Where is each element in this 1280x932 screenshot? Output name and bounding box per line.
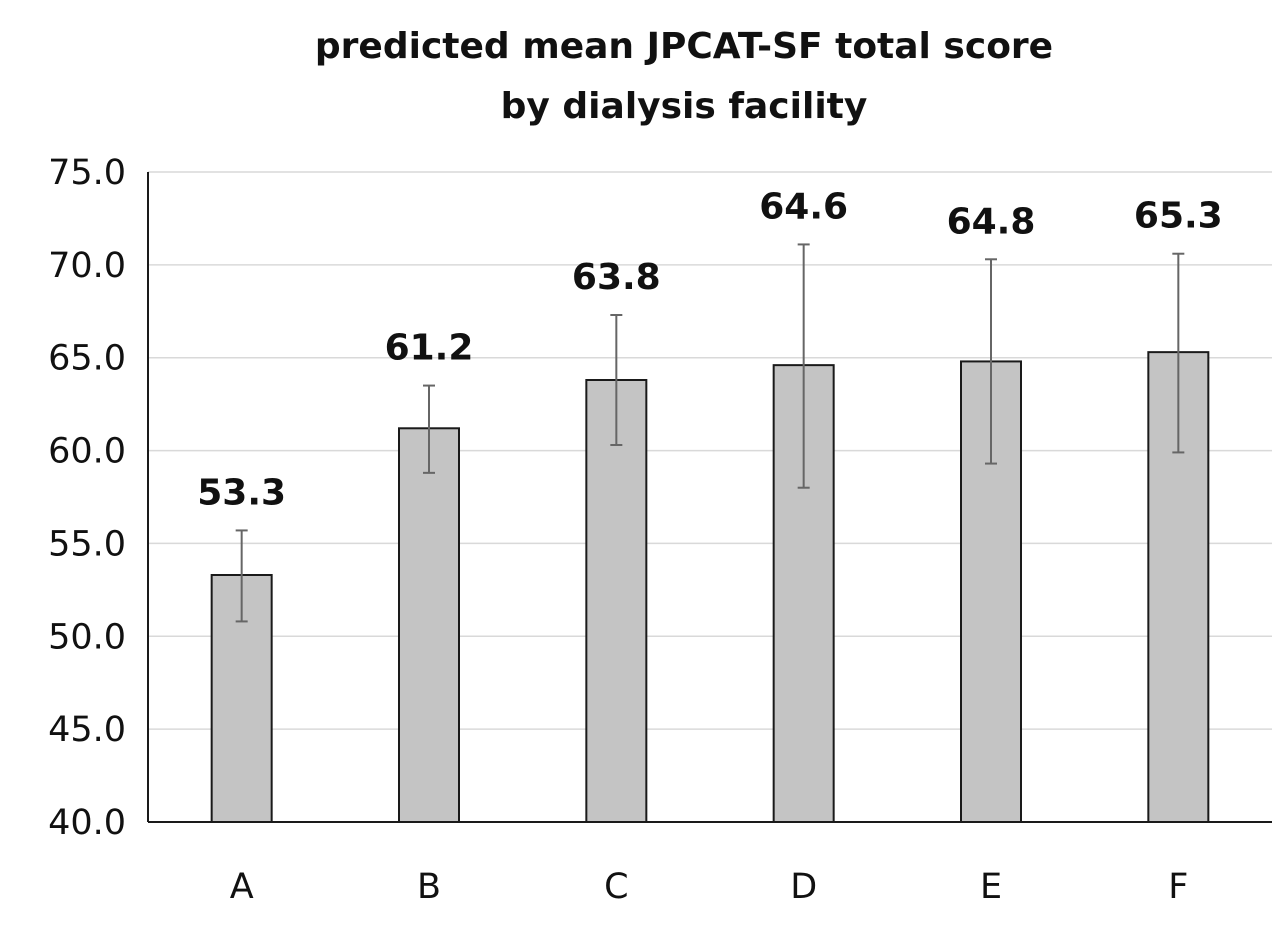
error-bar-D xyxy=(797,243,810,489)
error-bar-A xyxy=(235,529,248,623)
x-tick-label: F xyxy=(1168,867,1188,907)
y-tick-label: 40.0 xyxy=(48,803,126,843)
chart-title: predicted mean JPCAT-SF total score by d… xyxy=(315,26,1053,127)
bar-B xyxy=(398,427,460,823)
x-tick-label: D xyxy=(790,867,817,907)
data-label: 64.6 xyxy=(759,186,848,227)
chart-title-line-2: by dialysis facility xyxy=(501,86,868,127)
y-tick-label: 45.0 xyxy=(48,710,126,750)
x-tick-label: C xyxy=(604,867,628,907)
data-label: 64.8 xyxy=(947,201,1036,242)
error-bar-C xyxy=(610,314,623,446)
y-tick-label: 55.0 xyxy=(48,524,126,564)
x-tick-label: A xyxy=(230,867,254,907)
y-tick-label: 70.0 xyxy=(48,246,126,286)
error-bars xyxy=(235,243,1185,623)
gridlines xyxy=(148,171,1272,730)
y-tick-label: 75.0 xyxy=(48,153,126,193)
bar-C xyxy=(585,379,648,823)
y-tick-labels: 40.0 45.0 50.0 55.0 60.0 65.0 70.0 75.0 xyxy=(48,153,126,843)
error-bar-E xyxy=(985,258,997,465)
y-tick-label: 60.0 xyxy=(48,432,126,472)
y-tick-label: 50.0 xyxy=(48,617,126,657)
axes xyxy=(147,172,1272,823)
data-label: 63.8 xyxy=(572,257,661,298)
x-tick-labels: A B C D E F xyxy=(230,867,1189,907)
y-tick-label: 65.0 xyxy=(48,339,126,379)
chart-title-line-1: predicted mean JPCAT-SF total score xyxy=(315,26,1053,67)
x-tick-label: E xyxy=(980,867,1002,907)
data-label: 53.3 xyxy=(197,472,286,513)
bars xyxy=(210,351,1210,823)
data-label: 61.2 xyxy=(385,328,474,369)
data-labels: 53.3 61.2 63.8 64.6 64.8 65.3 xyxy=(197,186,1222,513)
error-bar-F xyxy=(1172,252,1185,454)
data-label: 65.3 xyxy=(1134,196,1223,237)
error-bar-B xyxy=(423,384,435,474)
x-tick-label: B xyxy=(417,867,441,907)
